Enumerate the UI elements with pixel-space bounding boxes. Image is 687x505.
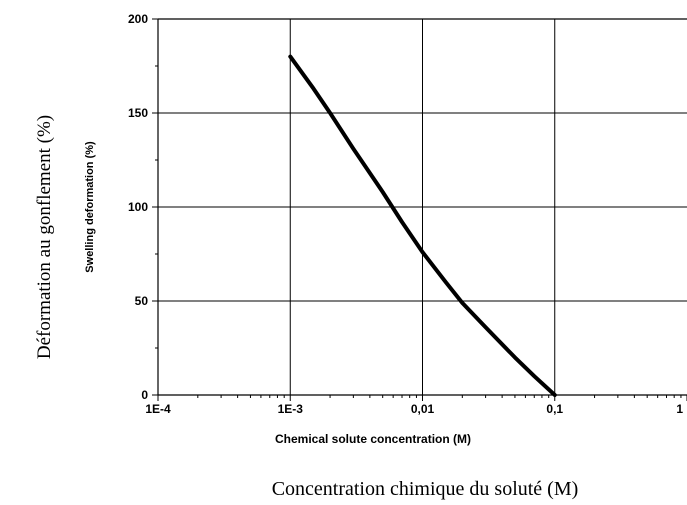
- plot-area: 1E-4 1E-3 0,01 0,1 1 0 50 100 150 200: [128, 12, 687, 416]
- y-tick-label: 100: [128, 200, 148, 214]
- x-tick-label: 1: [676, 402, 683, 416]
- y-tick-label: 0: [141, 388, 148, 402]
- x-tick-label: 1E-4: [145, 402, 171, 416]
- y-tick-label: 200: [128, 12, 148, 26]
- series-line: [288, 54, 557, 397]
- x-tick-label: 1E-3: [278, 402, 304, 416]
- x-tick-label: 0,01: [411, 402, 435, 416]
- y-tick-label: 50: [135, 294, 149, 308]
- x-axis-title: Chemical solute concentration (M): [275, 432, 471, 446]
- x-tick-label: 0,1: [546, 402, 563, 416]
- outer-y-label: Déformation au gonflement (%): [34, 115, 55, 359]
- y-axis-title: Swelling deformation (%): [84, 141, 96, 273]
- y-tick-label: 150: [128, 106, 148, 120]
- outer-x-label: Concentration chimique du soluté (M): [272, 478, 579, 500]
